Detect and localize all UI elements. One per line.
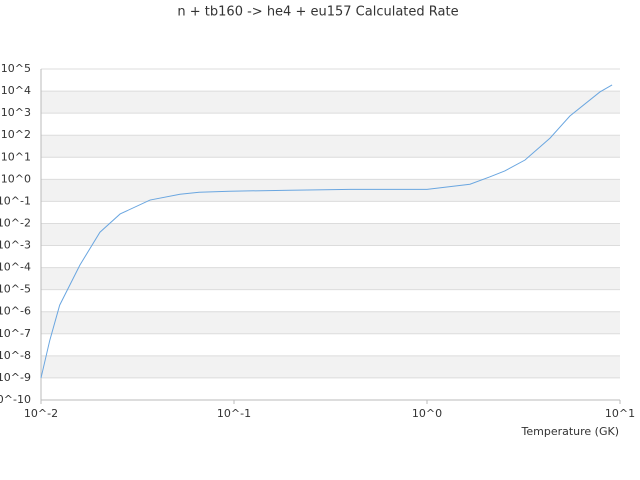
y-tick-label: 10^5 bbox=[1, 62, 31, 75]
y-tick-label: 10^-1 bbox=[0, 194, 31, 207]
grid-band bbox=[41, 179, 620, 202]
y-tick-label: 10^-9 bbox=[0, 371, 31, 384]
y-tick-label: 10^-8 bbox=[0, 349, 31, 362]
y-tick-label: 10^-6 bbox=[0, 305, 31, 318]
grid-band bbox=[41, 223, 620, 246]
x-tick-label: 10^0 bbox=[412, 407, 442, 420]
y-tick-label: 10^1 bbox=[1, 150, 31, 163]
y-tick-label: 10^-5 bbox=[0, 283, 31, 296]
y-tick-label: 10^-3 bbox=[0, 239, 31, 252]
grid-band bbox=[41, 135, 620, 158]
y-tick-label: 10^-4 bbox=[0, 261, 31, 274]
grid-band bbox=[41, 267, 620, 290]
x-axis-label: Temperature (GK) bbox=[521, 425, 620, 438]
y-tick-label: 10^2 bbox=[1, 128, 31, 141]
y-tick-label: 10^-10 bbox=[0, 393, 31, 406]
y-tick-label: 10^-7 bbox=[0, 327, 31, 340]
y-tick-label: 10^-2 bbox=[0, 216, 31, 229]
chart-title: n + tb160 -> he4 + eu157 Calculated Rate bbox=[177, 5, 458, 20]
x-tick-label: 10^1 bbox=[605, 407, 635, 420]
y-tick-label: 10^3 bbox=[1, 106, 31, 119]
grid-band bbox=[41, 91, 620, 114]
y-tick-label: 10^0 bbox=[1, 172, 31, 185]
data-line bbox=[40, 84, 613, 379]
grid-band bbox=[41, 311, 620, 334]
x-tick-label: 10^-2 bbox=[24, 407, 58, 420]
y-tick-label: 10^4 bbox=[1, 84, 31, 97]
x-tick-label: 10^-1 bbox=[217, 407, 251, 420]
grid-band bbox=[41, 355, 620, 378]
